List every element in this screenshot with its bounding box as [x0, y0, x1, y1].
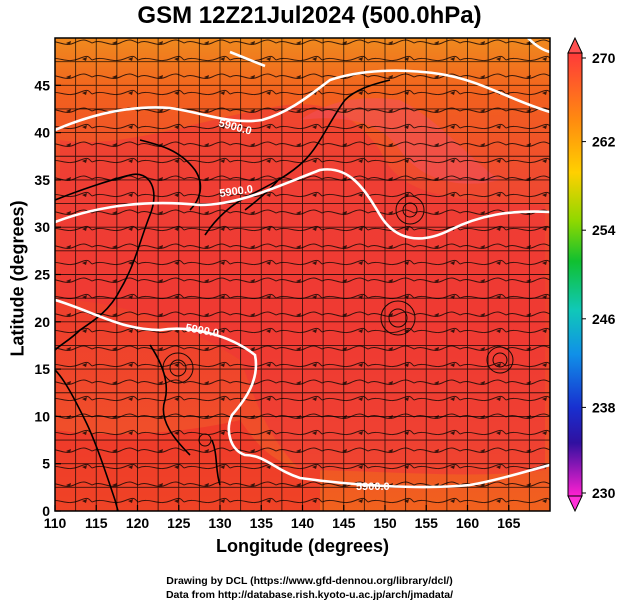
colorbar: 270 262 254 246 238 230	[567, 36, 616, 513]
y-tick-label: 30	[34, 219, 50, 235]
x-tick-label: 125	[167, 515, 191, 531]
x-axis: 110 115 120 125 130 135 140 145 150 155 160 165	[44, 505, 521, 531]
contour-label-3: 5900.0	[184, 322, 219, 340]
x-tick-label: 135	[250, 515, 274, 531]
x-axis-label: Longitude (degrees)	[215, 536, 389, 556]
colorbar-top-arrow	[567, 36, 583, 54]
x-tick-label: 120	[126, 515, 150, 531]
y-tick-label: 10	[34, 408, 50, 424]
x-tick-label: 160	[456, 515, 480, 531]
credit-drawing: Drawing by DCL (https://www.gfd-dennou.o…	[166, 575, 453, 587]
y-tick-label: 45	[34, 77, 50, 93]
chart-title: GSM 12Z21Jul2024 (500.0hPa)	[137, 2, 482, 29]
colorbar-tick-label: 262	[592, 134, 616, 150]
x-tick-label: 155	[415, 515, 439, 531]
contour-label-4: 5900.0	[356, 481, 390, 493]
x-tick-label: 130	[208, 515, 232, 531]
colorbar-tick-label: 270	[592, 50, 616, 66]
y-tick-label: 5	[42, 456, 50, 472]
credit-data: Data from http://database.rish.kyoto-u.a…	[165, 589, 454, 601]
x-tick-label: 115	[85, 515, 108, 531]
colorbar-bottom-arrow	[567, 495, 583, 513]
y-axis: 0 5 10 15 20 25 30 35 40 45	[34, 77, 61, 519]
x-tick-label: 165	[497, 515, 521, 531]
y-tick-label: 20	[34, 314, 50, 330]
colorbar-tick-label: 254	[592, 222, 616, 238]
y-tick-label: 15	[34, 361, 50, 377]
contour-label-2: 5900.0	[219, 183, 254, 200]
y-tick-label: 35	[34, 172, 50, 188]
contour-5900	[55, 38, 550, 489]
x-tick-label: 110	[44, 515, 67, 531]
colorbar-tick-label: 238	[592, 399, 616, 415]
x-tick-label: 145	[332, 515, 356, 531]
y-tick-label: 25	[34, 267, 50, 283]
y-tick-label: 40	[34, 125, 50, 141]
grid-lines	[55, 38, 550, 511]
y-tick-label: 0	[42, 503, 50, 519]
x-tick-label: 140	[291, 515, 315, 531]
x-tick-label: 150	[373, 515, 397, 531]
colorbar-tick-label: 246	[592, 311, 616, 327]
colorbar-tick-label: 230	[592, 485, 616, 501]
colorbar-scale	[567, 52, 583, 497]
